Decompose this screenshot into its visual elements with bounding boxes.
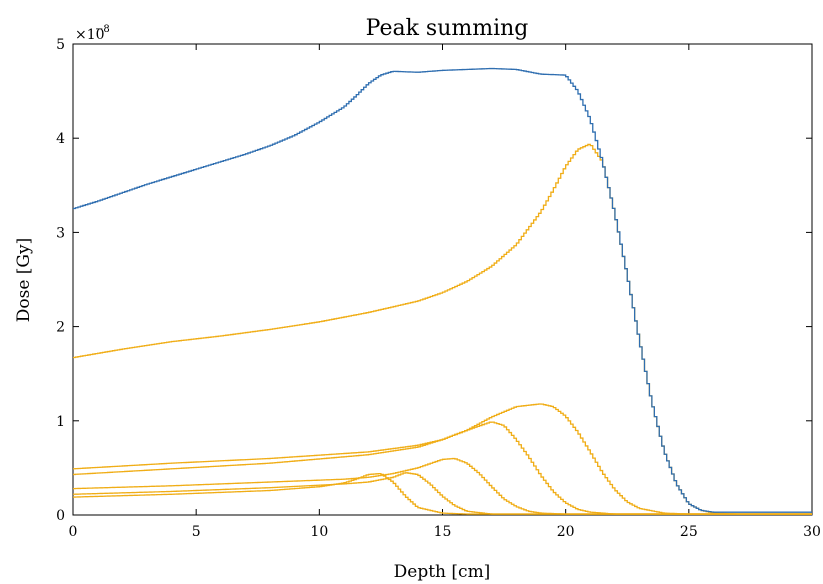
- series-line-peak: [73, 457, 812, 515]
- series-line-sum: [73, 67, 812, 513]
- y-axis: 0 1 2 3 4 5: [56, 37, 812, 524]
- y-multiplier: ×10 −8: [75, 24, 110, 43]
- series-line-peak: [73, 143, 812, 515]
- x-tick-label: 0: [69, 524, 78, 540]
- x-tick-label: 20: [557, 524, 575, 540]
- y-tick-label: 5: [56, 37, 65, 53]
- y-multiplier-base: ×10: [75, 27, 105, 43]
- x-tick-label: 10: [310, 524, 328, 540]
- x-axis-label: Depth [cm]: [394, 562, 491, 582]
- series-line-peak: [73, 473, 812, 515]
- y-tick-label: 2: [56, 320, 65, 336]
- y-tick-label: 1: [56, 414, 65, 430]
- series-group: [73, 67, 812, 515]
- y-multiplier-exponent: −8: [95, 24, 110, 35]
- y-tick-label: 3: [56, 225, 65, 241]
- chart-title: Peak summing: [366, 16, 529, 41]
- x-tick-label: 15: [434, 524, 452, 540]
- x-tick-label: 25: [680, 524, 698, 540]
- x-tick-label: 5: [192, 524, 201, 540]
- y-tick-label: 0: [56, 508, 65, 524]
- x-axis: 0 5 10 15 20 25 30: [69, 44, 821, 540]
- y-axis-label: Dose [Gy]: [14, 238, 34, 323]
- plot-frame: [72, 43, 813, 516]
- series-line-peak: [73, 403, 812, 515]
- x-tick-label: 30: [803, 524, 821, 540]
- series-line-peak: [73, 421, 812, 515]
- y-tick-label: 4: [56, 131, 65, 147]
